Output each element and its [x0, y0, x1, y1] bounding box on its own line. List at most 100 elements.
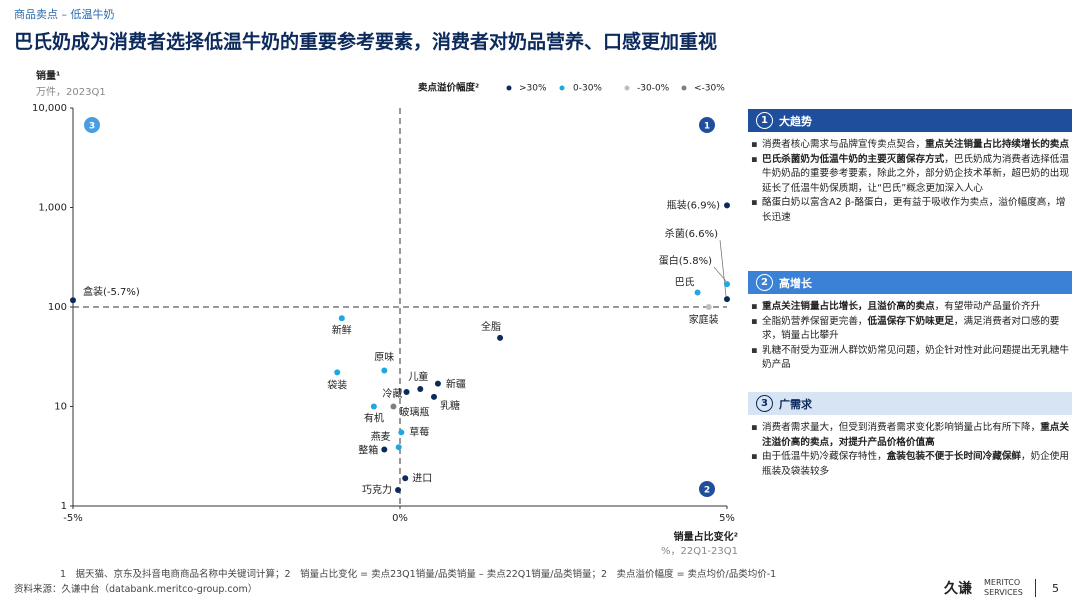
point-label: 全脂: [481, 320, 501, 333]
scatter-point: [395, 444, 402, 451]
x-axis-label: 销量占比变化²: [674, 530, 738, 543]
bullet-text: 酪蛋白奶以富含A2 β-酪蛋白，更有益于吸收作为卖点，溢价幅度高，增长迅速: [762, 197, 1066, 223]
section-number: 1: [756, 112, 773, 129]
bullet-text: ，有望带动产品量价齐升: [934, 301, 1041, 312]
scatter-point: [402, 475, 409, 482]
insight-section: 1 大趋势消费者核心需求与品牌宣传卖点契合，重点关注销量占比持续增长的卖点巴氏杀菌…: [748, 109, 1072, 226]
logo-text: MERITCO: [984, 578, 1021, 587]
section-title: 大趋势: [779, 114, 812, 128]
y-tick-label: 10,000: [32, 103, 67, 114]
section-number: 3: [756, 395, 773, 412]
bullet-list: 消费者核心需求与品牌宣传卖点契合，重点关注销量占比持续增长的卖点巴氏杀菌奶为低温…: [748, 138, 1072, 226]
slide-title: 巴氏奶成为消费者选择低温牛奶的重要参考要素，消费者对奶品营养、口感更加重视: [14, 31, 718, 53]
bullet-text: 全脂奶营养保留更完善，: [762, 315, 868, 327]
quadrant-number: 2: [704, 486, 710, 496]
point-label: 儿童: [408, 370, 428, 383]
section-number: 2: [756, 274, 773, 291]
bullet-text: ，巴氏奶成为消费者选择低温牛奶奶品的重要参考要素，除此之外，部分奶企技术革新，超…: [762, 153, 1069, 194]
scatter-point: [724, 296, 730, 303]
scatter-point: [390, 403, 397, 410]
legend-label: <-30%: [694, 84, 725, 94]
point-label: 家庭装: [689, 313, 719, 326]
point-label: 进口: [412, 472, 432, 484]
scatter-point: [724, 202, 730, 209]
logo: 久谦: [944, 581, 972, 597]
quadrant-number: 3: [89, 122, 95, 132]
section-header: 3 广需求: [748, 392, 1072, 415]
scatter-point: [338, 315, 345, 322]
legend-label: -30-0%: [637, 84, 670, 94]
point-label: 瓶装(6.9%): [667, 198, 720, 211]
point-label: 蛋白(5.8%): [659, 254, 712, 267]
point-label: 草莓: [409, 426, 429, 438]
breadcrumb: 商品卖点 – 低温牛奶: [14, 8, 115, 21]
bullet-text: 消费者核心需求与品牌宣传卖点契合，: [762, 139, 926, 150]
bullet-list: 重点关注销量占比增长，且溢价高的卖点，有望带动产品量价齐升全脂奶营养保留更完善，…: [748, 300, 1072, 373]
point-label: 袋装: [327, 378, 347, 391]
scatter-point: [497, 334, 504, 341]
point-label: 乳糖: [440, 399, 460, 412]
section-title: 广需求: [779, 397, 812, 411]
footnote: 1 据天猫、京东及抖音电商商品名称中关键词计算；2 销量占比变化 = 卖点23Q…: [60, 569, 777, 580]
scatter-point: [70, 297, 76, 304]
y-tick-label: 1: [61, 501, 67, 512]
bullet-text: 盒装包装不便于长时间冷藏保鲜: [886, 451, 1022, 463]
point-label: 燕麦: [371, 431, 391, 443]
insight-section: 2 高增长重点关注销量占比增长，且溢价高的卖点，有望带动产品量价齐升全脂奶营养保留…: [748, 271, 1072, 373]
scatter-point: [431, 393, 438, 400]
point-label: 盒装(-5.7%): [83, 285, 140, 298]
point-label: 整箱: [358, 443, 378, 456]
bullet: 酪蛋白奶以富含A2 β-酪蛋白，更有益于吸收作为卖点，溢价幅度高，增长迅速: [751, 196, 1072, 225]
leader-line: [713, 266, 727, 282]
legend-label: >30%: [519, 84, 547, 94]
bullet: 消费者核心需求与品牌宣传卖点契合，重点关注销量占比持续增长的卖点: [751, 138, 1072, 153]
leader-line: [719, 240, 727, 297]
quadrant-badge: [84, 117, 100, 133]
bullet-text: 由于低温牛奶冷藏保存特性，: [762, 451, 887, 463]
quadrant-badge: [699, 481, 715, 497]
scatter-point: [705, 304, 712, 310]
scatter-point: [694, 289, 701, 296]
point-label: 冷藏: [383, 387, 403, 400]
section-title: 高增长: [779, 276, 812, 290]
bullet-text: 重点关注溢价高的卖点，对提升产品价格价值高: [762, 422, 1069, 448]
source: 资料来源：久谦中台（databank.meritco-group.com）: [14, 584, 258, 595]
y-tick-label: 100: [48, 302, 67, 313]
bullet-text: 重点关注销量占比增长，且溢价高的卖点: [762, 301, 935, 312]
x-tick-label: 5%: [719, 513, 735, 524]
y-tick-label: 1,000: [38, 203, 67, 214]
bullet: 全脂奶营养保留更完善，低温保存下奶味更足，满足消费者对口感的要求，销量占比攀升: [751, 315, 1072, 344]
x-axis-unit: %，22Q1-23Q1: [661, 546, 738, 557]
quadrant-badge: [699, 117, 715, 133]
legend-marker: [624, 85, 630, 91]
legend-label: 0-30%: [573, 84, 602, 94]
scatter-point: [403, 388, 410, 395]
point-label: 杀菌(6.6%): [665, 227, 718, 240]
insight-section: 3 广需求消费者需求量大，但受到消费者需求变化影响销量占比有所下降，重点关注溢价高…: [748, 392, 1072, 479]
x-tick-label: -5%: [63, 513, 82, 524]
scatter-point: [381, 446, 388, 453]
scatter-point: [434, 380, 441, 387]
legend-marker: [681, 85, 687, 91]
scatter-point: [417, 385, 424, 392]
legend-marker: [559, 85, 565, 91]
section-header: 1 大趋势: [748, 109, 1072, 132]
bullet-text: 乳糖不耐受为亚洲人群饮奶常见问题，奶企针对性对此问题提出无乳糖牛奶产品: [762, 344, 1069, 371]
scatter-point: [398, 429, 405, 436]
point-label: 新鲜: [332, 323, 352, 336]
scatter-point: [724, 281, 730, 288]
section-header: 2 高增长: [748, 271, 1072, 294]
bullet: 消费者需求量大，但受到消费者需求变化影响销量占比有所下降，重点关注溢价高的卖点，…: [751, 421, 1072, 450]
logo-text: SERVICES: [984, 588, 1023, 597]
point-label: 玻璃瓶: [399, 406, 429, 419]
bullet-text: ，奶企使用瓶装及袋装较多: [762, 451, 1069, 477]
point-label: 有机: [364, 412, 384, 425]
legend-title: 卖点溢价幅度²: [418, 82, 479, 94]
bullet-text: 重点关注销量占比持续增长的卖点: [925, 139, 1069, 150]
point-label: 原味: [374, 352, 394, 364]
x-tick-label: 0%: [392, 513, 408, 524]
bullet: 巴氏杀菌奶为低温牛奶的主要灭菌保存方式，巴氏奶成为消费者选择低温牛奶奶品的重要参…: [751, 153, 1072, 197]
bullet-text: 低温保存下奶味更足: [867, 315, 954, 327]
